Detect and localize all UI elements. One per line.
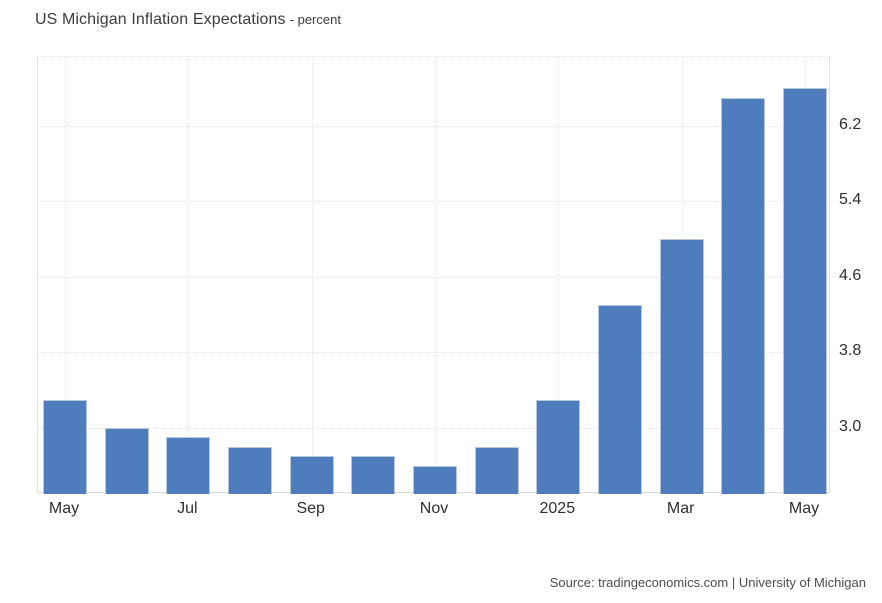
bar-dec-2024[interactable] xyxy=(474,446,519,494)
x-axis-tick-label: Sep xyxy=(296,500,325,517)
y-gridline xyxy=(38,276,829,278)
x-gridline xyxy=(188,57,190,492)
chart-title-text: US Michigan Inflation Expectations xyxy=(35,11,286,28)
x-axis-tick-label: Nov xyxy=(419,500,449,517)
x-gridline xyxy=(311,57,313,492)
bar-jan-2025[interactable] xyxy=(536,399,581,494)
y-axis-tick-label: 6.2 xyxy=(839,115,862,133)
bar-aug-2024[interactable] xyxy=(228,446,272,494)
x-axis-tick-label: May xyxy=(48,500,80,517)
y-axis-tick-label: 3.0 xyxy=(839,417,862,435)
bar-nov-2024[interactable] xyxy=(413,465,457,494)
y-axis-tick-label: 5.4 xyxy=(839,191,862,209)
plot-area xyxy=(37,56,830,494)
chart-title-unit: - percent xyxy=(289,12,341,27)
bar-apr-2025[interactable] xyxy=(721,97,766,494)
y-gridline xyxy=(38,427,829,429)
x-gridline xyxy=(435,57,436,492)
bar-may-2025[interactable] xyxy=(783,88,827,494)
bar-feb-2025[interactable] xyxy=(598,305,642,494)
x-axis-tick-label: Jul xyxy=(177,500,198,517)
bar-may-2024[interactable] xyxy=(43,399,87,494)
chart-title: US Michigan Inflation Expectations - perc… xyxy=(35,11,341,29)
x-axis-tick-label: 2025 xyxy=(539,500,576,517)
bar-jun-2024[interactable] xyxy=(104,427,149,494)
bar-jul-2024[interactable] xyxy=(166,437,211,494)
source-attribution: Source: tradingeconomics.com | Universit… xyxy=(549,575,866,590)
x-gridline xyxy=(558,57,560,492)
y-gridline xyxy=(38,352,829,354)
bar-sep-2024[interactable] xyxy=(289,456,334,494)
y-axis-tick-label: 4.6 xyxy=(839,266,862,284)
bar-oct-2024[interactable] xyxy=(351,456,396,494)
y-gridline xyxy=(38,125,829,127)
y-gridline xyxy=(38,201,829,203)
x-axis-tick-label: May xyxy=(788,500,820,517)
y-axis-tick-label: 3.8 xyxy=(839,342,862,360)
x-axis-tick-label: Mar xyxy=(666,500,695,517)
x-gridline xyxy=(65,57,66,492)
bar-mar-2025[interactable] xyxy=(659,239,704,494)
